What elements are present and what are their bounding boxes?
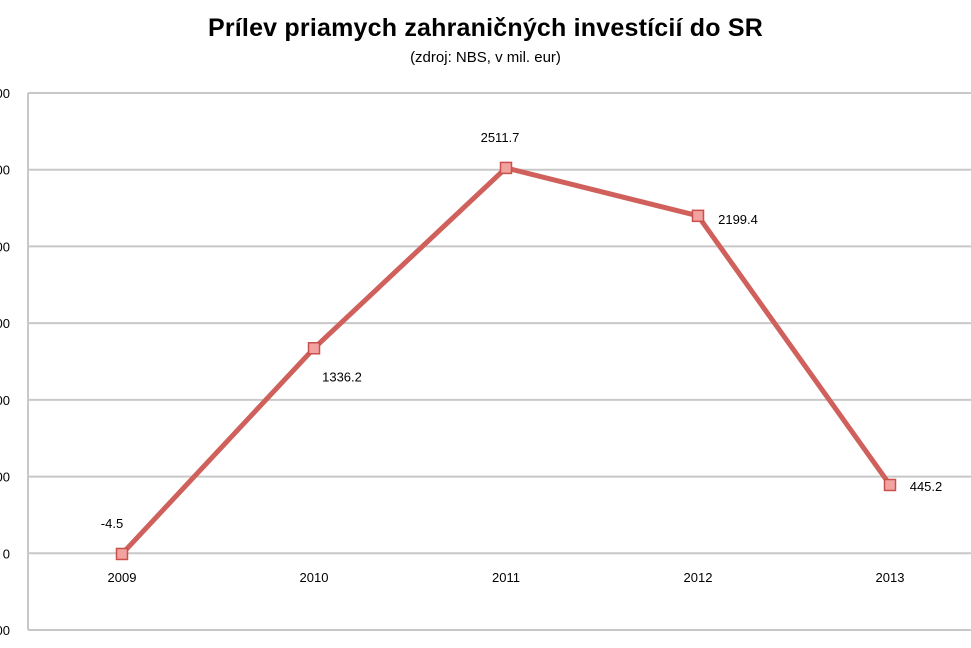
x-tick-label: 2009: [108, 570, 137, 585]
x-axis-ticks: 2009 2010 2011 2012 2013: [108, 570, 905, 585]
gridlines: [27, 92, 971, 631]
series-line: [119, 165, 893, 557]
data-labels: -4.5 1336.2 2511.7 2199.4 445.2: [101, 130, 942, 531]
y-tick-label: 00: [0, 163, 10, 178]
y-tick-label: 00: [0, 470, 10, 485]
y-tick-label: 00: [0, 316, 10, 331]
data-point-marker: [499, 161, 513, 175]
y-tick-label: 00: [0, 393, 10, 408]
y-tick-label: 00: [0, 239, 10, 254]
data-label: 2199.4: [718, 212, 758, 227]
data-point-marker: [307, 342, 321, 355]
x-tick-label: 2010: [300, 570, 329, 585]
x-tick-label: 2013: [876, 570, 905, 585]
y-tick-label: 00: [0, 86, 10, 101]
data-label: 1336.2: [322, 369, 362, 384]
data-label: 445.2: [910, 479, 943, 494]
x-tick-label: 2011: [492, 570, 520, 585]
chart-subtitle: (zdroj: NBS, v mil. eur): [410, 49, 561, 66]
y-tick-label: 00: [0, 623, 10, 638]
data-label: -4.5: [101, 516, 123, 531]
x-tick-label: 2012: [684, 570, 713, 585]
series-group: [115, 161, 897, 561]
chart-title: Prílev priamych zahraničných investícií …: [207, 14, 764, 42]
data-point-marker: [115, 547, 129, 561]
data-point-marker: [691, 209, 705, 223]
data-point-marker: [883, 478, 897, 492]
y-axis-ticks: 000000000000000: [0, 86, 10, 638]
data-label: 2511.7: [481, 130, 520, 145]
y-tick-label: 0: [3, 546, 10, 561]
